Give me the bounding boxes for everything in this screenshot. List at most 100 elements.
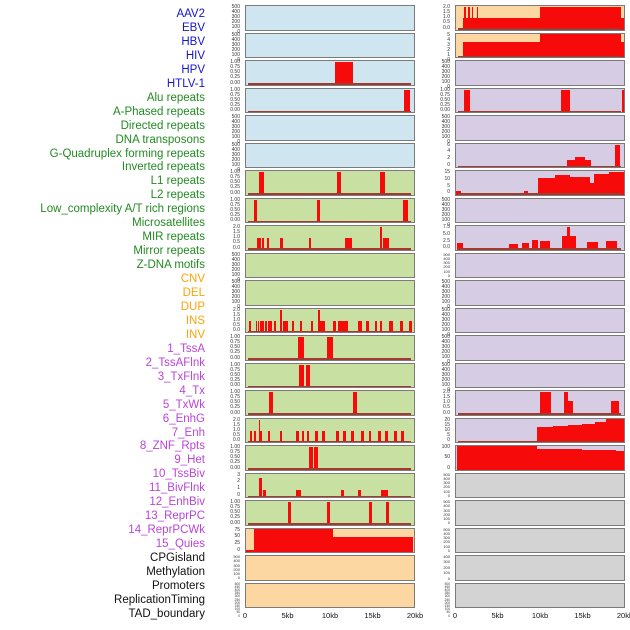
y-tick: 75 xyxy=(234,526,240,533)
y-axis: 1.00 0.75 0.50 0.25 0.00 xyxy=(420,87,453,114)
y-tick: 200 xyxy=(441,211,450,218)
baseline xyxy=(457,440,621,442)
y-tick: 500 xyxy=(231,279,240,285)
baseline xyxy=(247,330,411,332)
y-tick: 500 xyxy=(441,334,450,340)
y-tick: 100 xyxy=(441,216,450,223)
y-tick: 100 xyxy=(441,354,450,360)
track-plot xyxy=(245,472,415,498)
y-tick: 0.50 xyxy=(230,399,240,406)
data-bar xyxy=(267,238,269,250)
y-axis: 1.00 0.75 0.50 0.25 0.00 xyxy=(210,197,243,224)
x-tick-label: 20kb xyxy=(406,611,424,620)
y-tick: 100 xyxy=(231,51,240,58)
y-tick: 300 xyxy=(443,535,450,541)
y-tick: 1.00 xyxy=(230,169,240,175)
y-tick: 1.00 xyxy=(230,361,240,368)
y-axis: 15 10 5 0 xyxy=(420,170,453,196)
data-bar xyxy=(259,430,262,442)
y-tick: 500 xyxy=(441,114,450,120)
y-tick: 100 xyxy=(231,299,240,305)
data-bar xyxy=(280,238,283,250)
y-tick: 400 xyxy=(443,503,450,509)
y-tick: 0 xyxy=(447,464,450,471)
track-label: A-Phased repeats xyxy=(112,105,205,118)
baseline xyxy=(247,220,411,222)
y-tick: 300 xyxy=(441,316,450,323)
y-tick: 300 xyxy=(231,151,240,158)
data-bar xyxy=(380,227,383,250)
y-tick: 500 xyxy=(443,526,450,532)
y-tick: 0.00 xyxy=(230,107,240,113)
track-label: MIR repeats xyxy=(142,231,205,244)
data-bar xyxy=(250,430,253,442)
y-tick: 0 xyxy=(447,547,450,553)
y-axis: 500 400 300 200 100 0 xyxy=(420,252,453,279)
y-axis: 500 400 300 200 100 0 xyxy=(420,307,453,337)
y-tick: 150 xyxy=(234,603,240,608)
y-tick: 400 xyxy=(441,311,450,318)
data-bar xyxy=(246,549,254,552)
y-tick: 200 xyxy=(231,156,240,163)
y-axis: 500 400 300 200 100 0 xyxy=(420,362,453,392)
y-tick: 100 xyxy=(231,161,240,168)
y-tick: 10 xyxy=(444,175,450,182)
data-bar xyxy=(566,159,576,167)
y-tick: 0.00 xyxy=(230,79,240,86)
y-axis: 500 400 300 200 100 0 xyxy=(210,142,243,172)
data-bar xyxy=(464,6,467,30)
track-label: 12_EnhBiv xyxy=(149,496,205,509)
y-tick: 300 xyxy=(441,344,450,350)
y-tick: 0 xyxy=(237,56,240,63)
track-label: 10_TssBiv xyxy=(152,468,205,481)
y-axis: 2.0 1.5 1.0 0.5 0.0 xyxy=(420,390,453,416)
data-bar xyxy=(403,89,410,112)
y-tick: 250 xyxy=(234,597,240,602)
baseline xyxy=(247,523,411,525)
y-tick: 0.50 xyxy=(230,206,240,213)
track-plot xyxy=(455,500,625,526)
track-plot xyxy=(455,417,625,443)
track-label: G-Quadruplex forming repeats xyxy=(49,147,205,160)
track-plot xyxy=(245,225,415,251)
data-bar xyxy=(570,176,590,195)
y-tick: 0.50 xyxy=(230,96,240,103)
y-tick: 1 xyxy=(237,485,240,492)
track-plot xyxy=(245,335,415,361)
y-tick: 100 xyxy=(443,543,450,549)
data-bar xyxy=(457,446,538,470)
y-tick: 0 xyxy=(447,520,450,526)
track-label: 15_Quies xyxy=(155,538,205,551)
track-label: Mirror repeats xyxy=(133,245,205,258)
y-axis: 1.00 0.75 0.50 0.25 0.00 xyxy=(210,335,243,361)
y-tick: 400 xyxy=(443,554,450,559)
y-tick: 500 xyxy=(231,251,240,258)
x-tick-label: 15kb xyxy=(574,611,591,620)
y-tick: 100 xyxy=(441,444,450,450)
y-tick: 400 xyxy=(441,284,450,290)
y-tick: 200 xyxy=(443,264,450,270)
track-label: 8_ZNF_Rpts xyxy=(139,440,205,453)
y-tick: 500 xyxy=(234,581,240,586)
y-tick: 200 xyxy=(234,600,240,605)
data-bar xyxy=(317,199,321,222)
track-plot xyxy=(455,362,625,388)
y-tick: 0.00 xyxy=(230,519,240,526)
track-plot xyxy=(245,362,415,388)
y-tick: 4 xyxy=(447,148,450,155)
y-axis: 500 400 300 200 100 0 xyxy=(420,500,453,526)
y-tick: 0 xyxy=(447,359,450,365)
track-label: 1_TssA xyxy=(167,342,205,355)
track-plot xyxy=(245,582,415,608)
y-axis: 500 400 300 200 100 0 xyxy=(420,60,453,90)
track-label: Z-DNA motifs xyxy=(136,259,205,272)
x-tick-label: 0 xyxy=(452,611,458,620)
x-tick-label: 10kb xyxy=(321,611,339,620)
x-tick-label: 10kb xyxy=(531,611,549,620)
data-bar xyxy=(570,235,577,250)
y-tick: 100 xyxy=(444,607,450,612)
y-tick: 300 xyxy=(441,69,450,75)
track-label: Methylation xyxy=(146,566,205,578)
track-label: AAV2 xyxy=(176,8,205,20)
